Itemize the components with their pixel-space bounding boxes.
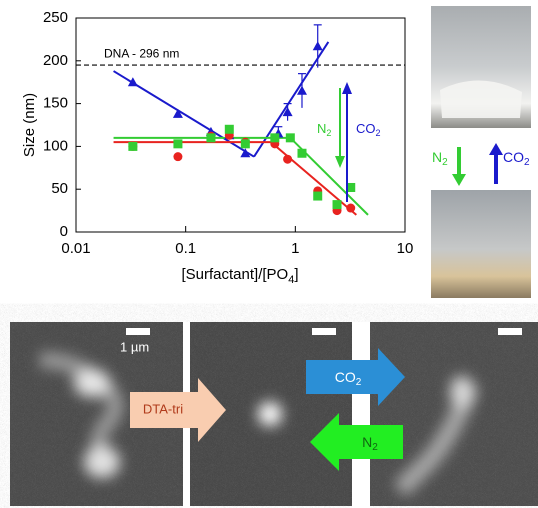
point [270,133,279,142]
figure: 0 50 100 150 200 250 0.01 0.1 1 10 DNA - 296 nm Si… [0,0,538,508]
x-tick-label: 10 [397,240,414,257]
co2-arrowhead [342,82,352,94]
y-tick-label: 0 [60,223,68,240]
x-tick-label: 0.1 [175,240,196,257]
point [225,125,234,134]
point [313,41,323,50]
gas-sub: 2 [376,128,381,138]
fit-line [114,142,357,215]
x-tick-label: 1 [291,240,299,257]
blob [74,369,110,397]
x-axis-label: [Surfactant]/[PO4] [181,266,298,286]
point [286,133,295,142]
gas-text: N [362,434,372,450]
y-tick-label: 50 [51,180,68,197]
point [283,155,292,164]
y-tick-label: 200 [43,52,68,69]
point [313,192,322,201]
point [346,204,355,213]
y-tick-label: 100 [43,137,68,154]
scale-bar [498,328,522,335]
scale-label: 1 µm [120,339,149,354]
gas-sub: 2 [372,442,378,453]
gas-sub: 2 [524,157,530,168]
page: {"chart_data": {"type": "scatter", "ylab… [0,0,538,508]
gas-text: N [317,121,326,136]
scale-bar [312,328,336,335]
point [241,139,250,148]
gas-text: CO [335,369,356,385]
point [333,200,342,209]
gas-text: CO [356,121,376,136]
n2-arrowhead [452,174,466,186]
blob [258,402,282,426]
gas-text: CO [503,149,524,165]
gas-sub: 2 [442,157,448,168]
y-tick-label: 150 [43,95,68,112]
blob [84,446,120,478]
point [173,152,182,161]
dta-label: DTA-tri [143,401,183,416]
gas-sub: 2 [326,128,331,138]
x-tick-label: 0.01 [61,240,90,257]
x-label-tail: ] [294,266,298,283]
gap [352,322,370,508]
point [173,139,182,148]
co2-label: CO2 [503,149,530,168]
vial-photo-n2 [431,190,531,298]
y-axis-label: Size (nm) [21,93,38,157]
scale-bar [126,328,150,335]
point [297,149,306,158]
co2-arrowhead [489,143,503,155]
n2-label: N2 [432,149,448,168]
reference-label: DNA - 296 nm [104,46,179,60]
point [128,142,137,151]
n2-label: N2 [317,121,331,138]
point [206,133,215,142]
gas-text: N [432,149,442,165]
blob [450,376,474,408]
gas-sub: 2 [356,377,362,388]
x-label-main: [Surfactant]/[PO [181,266,288,283]
n2-arrowhead [335,156,345,168]
y-tick-label: 250 [43,9,68,26]
co2-label: CO2 [356,121,381,138]
